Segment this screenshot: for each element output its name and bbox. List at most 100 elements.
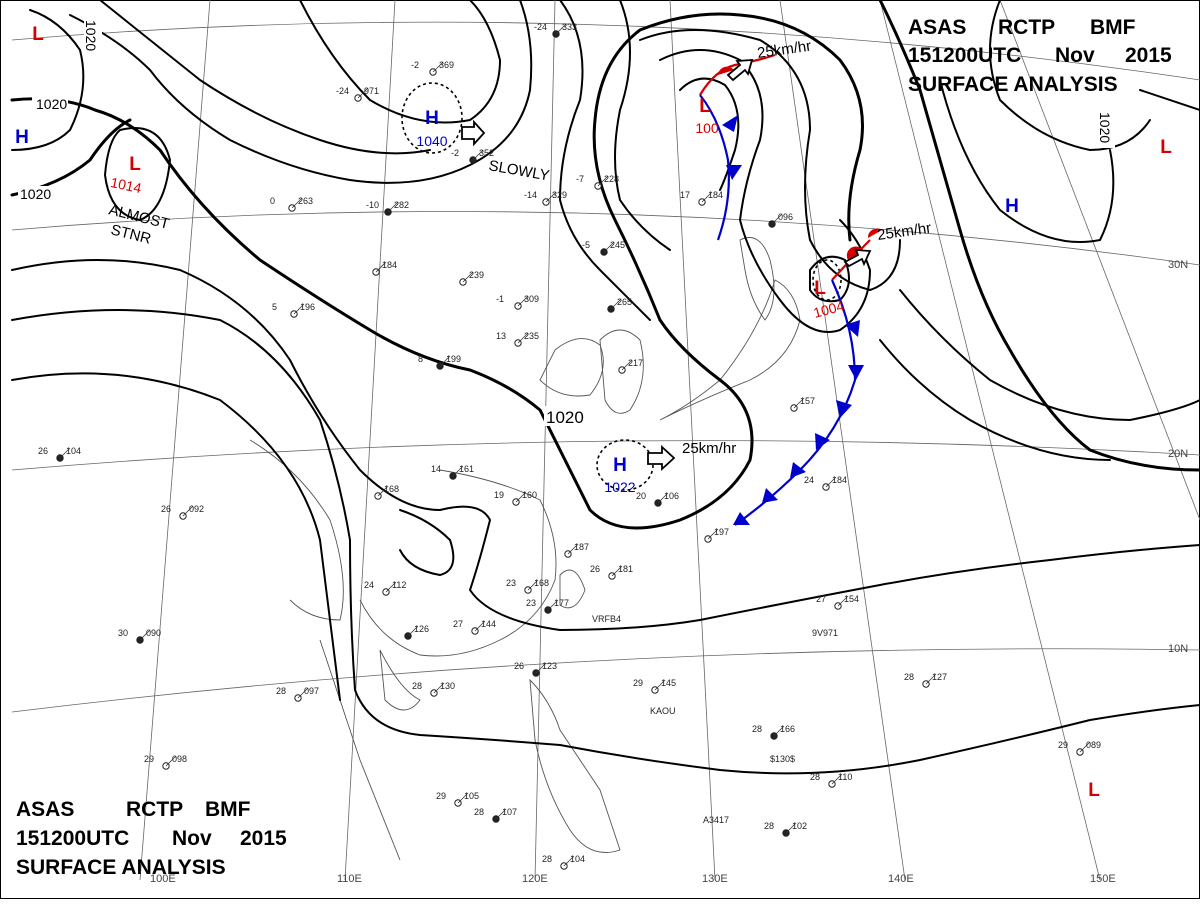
wind-barb (597, 175, 609, 187)
station-pressure: 166 (780, 724, 795, 734)
latitude-line-30n (11, 211, 1200, 266)
station-temperature: 29 (633, 678, 643, 688)
header-line3: SURFACE ANALYSIS (16, 856, 226, 879)
wind-barb (357, 87, 369, 99)
wind-barb (567, 543, 579, 555)
station-pressure: 197 (714, 527, 729, 537)
isobar-label-bg (18, 186, 54, 202)
station-pressure: 098 (172, 754, 187, 764)
isobar-label: 1020 (36, 96, 67, 112)
station-pressure: 239 (469, 270, 484, 280)
wind-barb (432, 61, 444, 73)
station-pressure: 144 (481, 619, 496, 629)
station-temperature: 0 (270, 196, 275, 206)
isobar-north-2 (99, 0, 431, 155)
wind-barb (297, 687, 309, 699)
station-pressure: 145 (661, 678, 676, 688)
isobar-inner-south (399, 509, 455, 577)
station-temperature: 14 (431, 464, 441, 474)
wind-barb (707, 528, 719, 540)
wind-barb (793, 397, 805, 409)
wind-barb (517, 295, 529, 307)
wind-barb (545, 191, 557, 203)
wind-barb (771, 213, 783, 225)
station-temperature: 28 (904, 672, 914, 682)
station-temperature: -7 (576, 174, 584, 184)
cold-front-triangle (815, 433, 830, 450)
wind-barb (385, 581, 397, 593)
isobar-label: 1020 (1097, 112, 1113, 143)
header-line1-c: BMF (1090, 16, 1136, 39)
center-low-letter: L (129, 154, 141, 175)
header-line1-b: RCTP (126, 798, 183, 821)
wind-barb (291, 197, 303, 209)
station-temperature: 8 (418, 354, 423, 364)
station-pressure: 168 (534, 578, 549, 588)
station-pressure: 130 (440, 681, 455, 691)
wind-barb (439, 355, 451, 367)
header-line1-a: ASAS (16, 798, 74, 821)
lon-label-120e: 120E (522, 873, 548, 885)
longitude-line-160e (999, 0, 1200, 521)
longitude-line-100e (139, 0, 211, 881)
motion-arrow-low-north (726, 59, 754, 82)
pressure-centers: H 1040 H 1022 L 1014 L 1004 L 100 H H L … (15, 24, 1172, 801)
station-temperature: -24 (336, 86, 349, 96)
station-temperature: 27 (816, 594, 826, 604)
coastlines (249, 237, 801, 861)
lon-label-110e: 110E (337, 873, 362, 885)
wind-barb (621, 359, 633, 371)
station-pressure: 107 (502, 807, 517, 817)
coast-indochina (319, 639, 401, 861)
station-pressure: 187 (574, 542, 589, 552)
header-line1-c: BMF (205, 798, 251, 821)
wind-barb (462, 271, 474, 283)
wind-barb (457, 792, 469, 804)
center-high-letter: H (15, 127, 29, 148)
longitude-line-140e (779, 0, 906, 881)
station-temperature: -24 (534, 22, 547, 32)
isobar-label: 1020 (83, 20, 99, 51)
isobar-east-2 (939, 79, 1115, 243)
coast-japan (659, 279, 801, 421)
fronts (699, 53, 882, 526)
station-temperature: 13 (496, 331, 506, 341)
longitude-line-150e (879, 0, 1101, 881)
wind-barb (831, 773, 843, 785)
center-high-letter: H (613, 455, 627, 476)
station-pressure: 265 (617, 297, 632, 307)
lon-label-150e: 150E (1090, 873, 1116, 885)
station-temperature: 24 (804, 475, 814, 485)
wind-barb (375, 261, 387, 273)
warm-front-bump (867, 228, 882, 238)
cold-front-triangle (762, 488, 778, 503)
isobar-1020-ne (592, 12, 864, 322)
cold-front-triangle (722, 115, 738, 132)
station-temperature: -1 (496, 294, 504, 304)
coast-korea (599, 329, 644, 414)
center-low-letter: L (32, 24, 44, 45)
station-temperature: 27 (453, 619, 463, 629)
station-temperature: 28 (752, 724, 762, 734)
isobar-1020-main (10, 97, 754, 530)
station-pressure: 184 (832, 475, 847, 485)
isobar-south-3 (11, 372, 341, 701)
header-line1-b: RCTP (998, 16, 1055, 39)
wind-barb (701, 191, 713, 203)
station-pressure: 157 (800, 396, 815, 406)
station-temperature: -5 (582, 240, 590, 250)
wind-barb (837, 595, 849, 607)
latitude-line-40n (11, 21, 1200, 81)
wind-barb (527, 579, 539, 591)
station-pressure: 126 (414, 624, 429, 634)
lat-label-30n: 30N (1168, 259, 1188, 271)
wind-barb (472, 149, 484, 161)
station-pressure: 102 (792, 821, 807, 831)
station-id: VRFB4 (592, 614, 621, 624)
cold-front-north (699, 94, 730, 241)
station-pressure: 228 (604, 174, 619, 184)
station-pressure: 263 (298, 196, 313, 206)
